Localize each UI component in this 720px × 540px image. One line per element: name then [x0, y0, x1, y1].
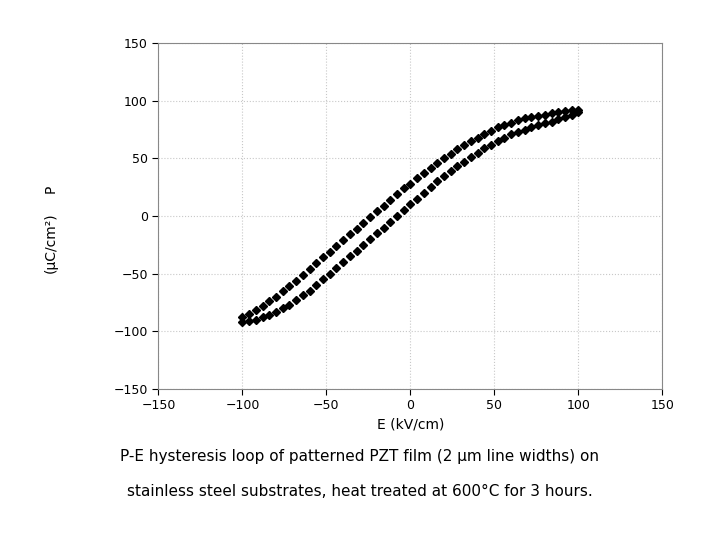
Text: P: P — [43, 185, 58, 193]
Text: stainless steel substrates, heat treated at 600°C for 3 hours.: stainless steel substrates, heat treated… — [127, 484, 593, 499]
Text: (μC/cm²): (μC/cm²) — [43, 213, 58, 273]
X-axis label: E (kV/cm): E (kV/cm) — [377, 418, 444, 432]
Text: P-E hysteresis loop of patterned PZT film (2 μm line widths) on: P-E hysteresis loop of patterned PZT fil… — [120, 449, 600, 464]
